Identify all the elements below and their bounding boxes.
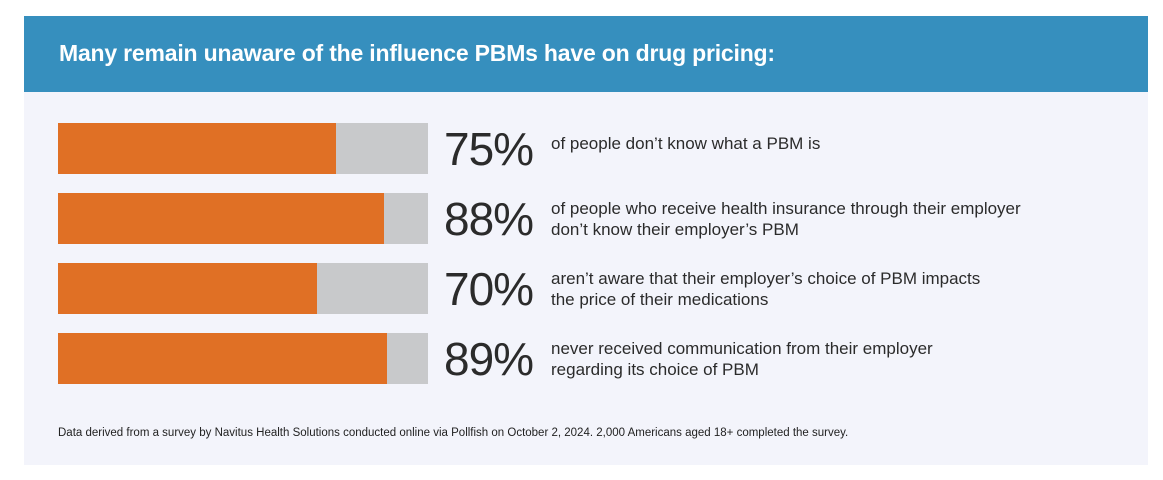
chart-title: Many remain unaware of the influence PBM… — [59, 40, 775, 66]
stat-description: aren’t aware that their employer’s choic… — [551, 268, 980, 310]
percent-label: 89% — [444, 333, 534, 385]
stat-description: of people don’t know what a PBM is — [551, 133, 820, 154]
percent-label: 70% — [444, 263, 534, 315]
footnote: Data derived from a survey by Navitus He… — [58, 427, 849, 439]
bar-fill — [58, 123, 336, 174]
bar-fill — [58, 193, 384, 244]
description-line: of people don’t know what a PBM is — [551, 134, 821, 153]
stat-row: 75% of people don’t know what a PBM is — [58, 123, 1118, 175]
bar-track — [58, 263, 428, 314]
stat-row: 88% of people who receive health insuranc… — [58, 193, 1118, 245]
percent-label: 75% — [444, 123, 534, 175]
stat-description: of people who receive health insurance t… — [551, 198, 1021, 240]
description-line: of people who receive health insurance t… — [551, 199, 1021, 218]
header-banner: Many remain unaware of the influence PBM… — [24, 16, 1148, 92]
description-line: never received communication from their … — [551, 339, 933, 358]
bar-fill — [58, 333, 388, 384]
stat-row: 70% aren’t aware that their employer’s ch… — [58, 263, 1118, 315]
description-line: the price of their medications — [551, 290, 769, 309]
description-line: regarding its choice of PBM — [551, 360, 759, 379]
percent-label: 88% — [444, 193, 534, 245]
bar-fill — [58, 263, 317, 314]
description-line: don’t know their employer’s PBM — [551, 220, 799, 239]
bar-track — [58, 333, 428, 384]
bar-track — [58, 123, 428, 174]
stat-description: never received communication from their … — [551, 338, 933, 380]
stat-row: 89% never received communication from the… — [58, 333, 1118, 385]
bar-track — [58, 193, 428, 244]
infographic-card: Many remain unaware of the influence PBM… — [24, 16, 1148, 465]
description-line: aren’t aware that their employer’s choic… — [551, 269, 981, 288]
